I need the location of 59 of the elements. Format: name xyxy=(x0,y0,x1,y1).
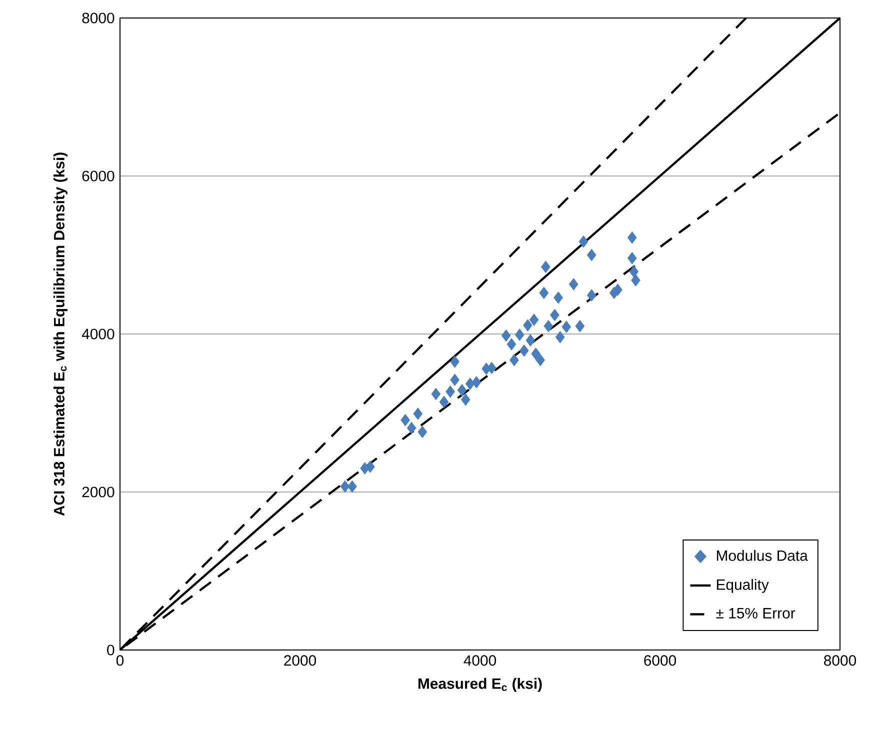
legend-label: Modulus Data xyxy=(716,550,808,561)
y-tick-label: 0 xyxy=(107,644,114,656)
point xyxy=(510,354,519,366)
x-tick-label: 6000 xyxy=(644,655,676,666)
point xyxy=(348,480,357,493)
point xyxy=(526,334,536,347)
point xyxy=(531,348,540,360)
point xyxy=(446,385,455,398)
point xyxy=(472,376,482,388)
point xyxy=(406,422,416,434)
point xyxy=(562,320,572,334)
point xyxy=(631,274,640,286)
point xyxy=(586,289,596,302)
y-tick-label: 4000 xyxy=(82,328,114,340)
point xyxy=(554,291,563,304)
point xyxy=(539,286,549,300)
point xyxy=(629,265,639,278)
point xyxy=(487,362,496,374)
x-tick-label: 0 xyxy=(116,655,124,666)
point xyxy=(418,426,428,438)
point xyxy=(457,384,467,396)
point xyxy=(439,396,449,408)
legend-label: ± 15% Error xyxy=(716,608,796,618)
point xyxy=(340,480,350,493)
x-tick-label: 2000 xyxy=(284,655,316,666)
point xyxy=(627,231,637,244)
point xyxy=(575,320,585,332)
x-axis-title: Measured E$_{c}$ (ksi) xyxy=(418,678,542,692)
point xyxy=(578,235,588,248)
point xyxy=(627,252,637,264)
point xyxy=(523,319,532,332)
point xyxy=(529,314,539,326)
point xyxy=(465,378,475,390)
point xyxy=(400,414,410,426)
point xyxy=(519,344,529,357)
point xyxy=(541,260,550,274)
point xyxy=(366,460,375,473)
point xyxy=(460,393,470,406)
point xyxy=(586,248,596,262)
legend-label: Equality xyxy=(716,578,769,593)
y-axis-title: ACI 318 Estimated E$_{c}$ with Equilibrium Density (ksi) xyxy=(54,152,68,516)
y-tick-label: 2000 xyxy=(82,486,114,498)
x-tick-label: 8000 xyxy=(824,655,856,666)
point xyxy=(506,338,516,350)
point xyxy=(514,328,524,341)
point xyxy=(536,354,545,366)
point xyxy=(613,284,622,296)
point xyxy=(450,374,460,386)
y-tick-label: 8000 xyxy=(82,12,114,24)
point xyxy=(568,278,578,290)
y-tick-label: 6000 xyxy=(82,170,114,182)
x-tick-label: 4000 xyxy=(464,655,496,666)
point xyxy=(544,320,554,332)
point xyxy=(413,408,423,420)
point xyxy=(555,330,565,344)
point xyxy=(431,388,441,400)
point xyxy=(501,329,511,342)
point xyxy=(550,308,560,322)
point xyxy=(450,355,460,368)
